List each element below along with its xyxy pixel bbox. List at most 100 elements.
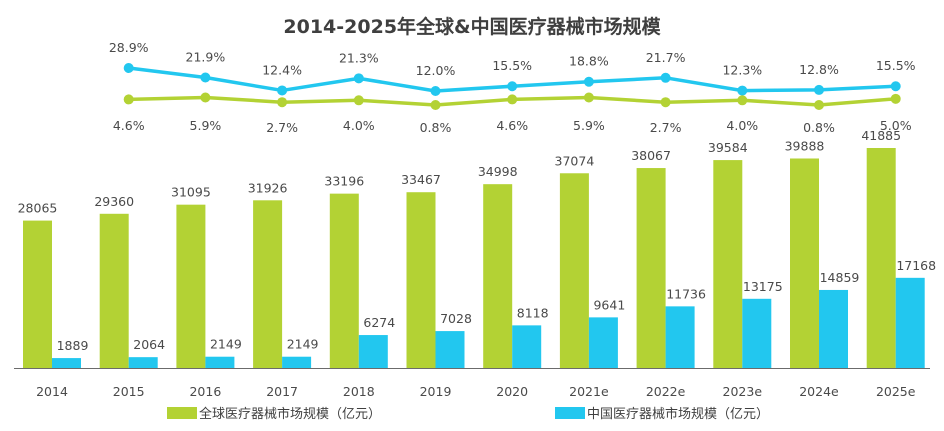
china-growth-point-2016 <box>200 72 211 83</box>
bar-label-china-2015: 2064 <box>133 337 165 352</box>
global-growth-point-2022e <box>660 97 671 108</box>
china-growth-point-2025e <box>890 81 901 92</box>
bar-label-global-2025e: 41885 <box>861 128 901 143</box>
bar-label-global-2021e: 37074 <box>555 153 595 168</box>
global-growth-point-2019 <box>430 100 441 110</box>
bar-global-2024e <box>790 158 819 368</box>
china-growth-point-2017 <box>277 85 288 96</box>
china-growth-point-2022e <box>660 72 671 83</box>
legend-swatch-global <box>167 406 197 419</box>
x-tick-2014: 2014 <box>36 384 68 399</box>
china-growth-label-2019: 12.0% <box>416 63 456 78</box>
growth-lines-layer: 28.9% 21.9% 12.4% 21.3% 12.0% 15.5% 18.8% 21.7%… <box>109 40 916 135</box>
bar-label-china-2017: 2149 <box>287 337 319 352</box>
china-growth-point-2024e <box>814 84 824 95</box>
bar-china-2023e <box>742 298 772 368</box>
bar-global-2018 <box>329 193 359 368</box>
global-growth-label-2021e: 5.9% <box>573 118 605 133</box>
x-tick-2015: 2015 <box>113 384 145 399</box>
bar-label-global-2017: 31926 <box>248 180 288 195</box>
bar-label-china-2014: 1889 <box>57 338 89 353</box>
x-tick-2018: 2018 <box>343 384 375 399</box>
bar-label-global-2024e: 39888 <box>785 138 825 153</box>
x-tick-2023e: 2023e <box>723 384 763 399</box>
china-growth-point-2015 <box>123 63 134 73</box>
bar-china-2016 <box>205 356 235 368</box>
global-growth-label-2017: 2.7% <box>266 120 298 135</box>
legend-label-global: 全球医疗器械市场规模（亿元） <box>199 407 382 422</box>
bar-label-china-2018: 6274 <box>363 315 395 330</box>
china-growth-label-2021e: 18.8% <box>569 54 609 69</box>
bar-china-2025e <box>895 277 925 368</box>
bar-china-2014 <box>52 358 81 368</box>
chart-title: 2014-2025年全球&中国医疗器械市场规模 <box>283 16 661 38</box>
bar-china-2024e <box>819 289 848 368</box>
bar-global-2021e <box>559 173 589 368</box>
bar-label-global-2020: 34998 <box>478 164 518 179</box>
bar-label-china-2025e: 17168 <box>896 258 936 273</box>
china-growth-point-2020 <box>507 81 518 92</box>
china-growth-label-2015: 28.9% <box>109 40 149 55</box>
bar-china-2022e <box>665 306 695 368</box>
bar-china-2021e <box>588 317 618 368</box>
global-growth-point-2020 <box>507 94 518 105</box>
bar-label-china-2016: 2149 <box>210 337 242 352</box>
china-growth-label-2023e: 12.3% <box>722 63 762 78</box>
global-growth-point-2023e <box>737 95 748 106</box>
global-growth-point-2025e <box>890 93 901 104</box>
global-growth-point-2018 <box>353 95 364 106</box>
global-growth-point-2015 <box>123 94 134 105</box>
x-axis-ticks: 2014 2015 2016 2017 2018 2019 2020 2021e 2022e 20… <box>36 384 916 399</box>
bar-label-global-2014: 28065 <box>18 201 58 216</box>
x-tick-2024e: 2024e <box>799 384 839 399</box>
legend-label-china: 中国医疗器械市场规模（亿元） <box>587 407 770 422</box>
bar-label-global-2018: 33196 <box>324 174 364 189</box>
bar-global-2019 <box>406 192 436 368</box>
china-growth-point-2021e <box>583 76 594 87</box>
legend-global: 全球医疗器械市场规模（亿元） <box>167 403 381 422</box>
global-growth-label-2022e: 2.7% <box>650 120 682 135</box>
bar-global-2016 <box>176 204 206 368</box>
bar-label-china-2021e: 9641 <box>593 297 625 312</box>
global-growth-label-2019: 0.8% <box>420 120 452 135</box>
x-tick-2016: 2016 <box>189 384 221 399</box>
china-growth-label-2025e: 15.5% <box>876 58 916 73</box>
global-growth-label-2025e: 5.0% <box>880 118 912 133</box>
bar-china-2020 <box>512 325 542 368</box>
china-growth-point-2018 <box>353 73 364 84</box>
bar-label-global-2015: 29360 <box>94 194 134 209</box>
global-growth-point-2021e <box>583 92 594 103</box>
bar-label-global-2023e: 39584 <box>708 140 748 155</box>
china-growth-label-2022e: 21.7% <box>646 50 686 65</box>
x-tick-2017: 2017 <box>266 384 298 399</box>
x-tick-2020: 2020 <box>496 384 528 399</box>
bar-label-china-2023e: 13175 <box>743 279 783 294</box>
china-growth-label-2018: 21.3% <box>339 50 379 65</box>
bar-global-2020 <box>483 184 513 368</box>
bar-label-china-2020: 8118 <box>517 305 549 320</box>
global-growth-point-2024e <box>814 100 824 110</box>
bar-china-2019 <box>435 331 465 368</box>
china-growth-label-2020: 15.5% <box>492 58 532 73</box>
x-tick-2025e: 2025e <box>876 384 916 399</box>
china-growth-label-2016: 21.9% <box>186 50 226 65</box>
x-tick-2021e: 2021e <box>569 384 609 399</box>
bar-label-global-2019: 33467 <box>401 172 441 187</box>
global-growth-label-2016: 5.9% <box>190 118 222 133</box>
bar-label-global-2016: 31095 <box>171 185 211 200</box>
bar-global-2014 <box>23 220 52 368</box>
bar-china-2017 <box>282 356 312 368</box>
bar-global-2017 <box>253 200 283 368</box>
x-tick-2019: 2019 <box>420 384 452 399</box>
bar-global-2025e <box>866 148 896 368</box>
bar-global-2023e <box>713 160 743 368</box>
global-growth-point-2017 <box>277 97 288 108</box>
global-growth-label-2023e: 4.0% <box>726 118 758 133</box>
bar-label-china-2024e: 14859 <box>820 270 860 285</box>
x-tick-2022e: 2022e <box>646 384 686 399</box>
global-growth-label-2015: 4.6% <box>113 118 145 133</box>
china-growth-label-2017: 12.4% <box>262 62 302 77</box>
global-growth-label-2020: 4.6% <box>496 118 528 133</box>
bars-layer: 28065 1889 29360 2064 31095 2149 31926 2149 3319… <box>18 128 936 368</box>
